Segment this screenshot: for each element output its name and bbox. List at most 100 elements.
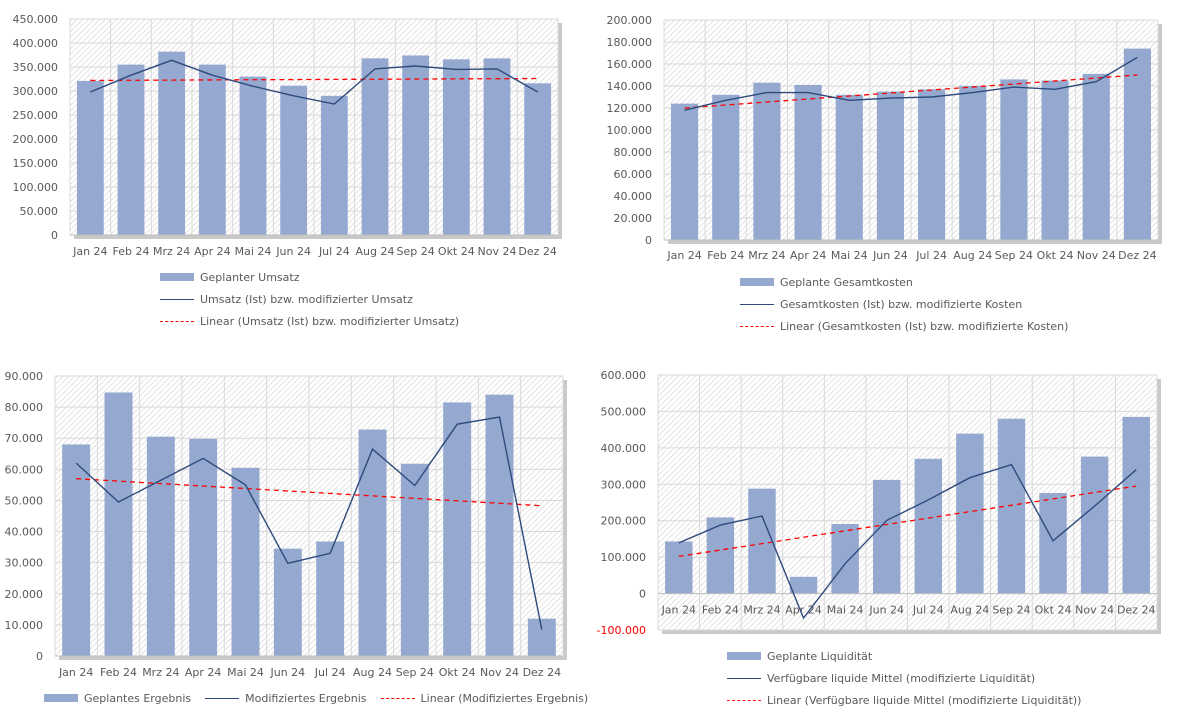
y-tick-label: 50.000 <box>5 494 44 507</box>
y-tick-label: 140.000 <box>607 80 653 93</box>
line-series <box>684 56 1138 111</box>
x-tick-label: Nov 24 <box>480 666 519 679</box>
y-tick-label: 150.000 <box>13 157 59 170</box>
bar-swatch <box>727 652 761 660</box>
y-tick-label: 10.000 <box>5 619 44 632</box>
x-tick-label: Jun 24 <box>269 666 305 679</box>
trend-swatch <box>160 320 194 322</box>
legend-ergebnis: Geplantes Ergebnis Modifiziertes Ergebni… <box>44 687 588 709</box>
bar-okt-24 <box>1039 493 1067 594</box>
legend-item-bar: Geplantes Ergebnis <box>44 687 191 709</box>
y-tick-label: 50.000 <box>20 205 59 218</box>
x-tick-label: Mrz 24 <box>142 666 179 679</box>
x-tick-label: Dez 24 <box>523 666 562 679</box>
x-tick-label: Okt 24 <box>1035 604 1072 617</box>
bar-jan-24 <box>62 444 91 656</box>
bar-jun-24 <box>872 479 901 594</box>
legend-item-line: Verfügbare liquide Mittel (modifizierte … <box>727 667 1081 689</box>
trendline <box>90 77 538 82</box>
bar-dez-24 <box>1123 48 1152 240</box>
x-tick-label: Mai 24 <box>827 604 864 617</box>
bar-jun-24 <box>280 85 308 235</box>
legend-item-bar: Geplanter Umsatz <box>160 266 459 288</box>
y-tick-label: 80.000 <box>5 401 44 414</box>
legend-label: Verfügbare liquide Mittel (modifizierte … <box>767 671 1036 685</box>
bar-nov-24 <box>1082 73 1110 241</box>
y-tick-label: 350.000 <box>13 61 59 74</box>
x-tick-label: Mai 24 <box>227 666 264 679</box>
bar-apr-24 <box>198 64 226 235</box>
bar-okt-24 <box>442 59 470 235</box>
y-tick-label: 300.000 <box>13 85 59 98</box>
x-tick-label: Apr 24 <box>194 245 231 258</box>
bar-sep-24 <box>402 55 430 236</box>
line-series <box>90 59 539 105</box>
legend-label: Gesamtkosten (Ist) bzw. modifizierte Kos… <box>780 297 1023 311</box>
bar-dez-24 <box>524 83 552 235</box>
bar-jan-24 <box>670 103 699 240</box>
legend-label: Geplante Gesamtkosten <box>780 275 913 289</box>
bar-jul-24 <box>320 95 348 235</box>
x-tick-label: Apr 24 <box>185 666 222 679</box>
x-tick-label: Feb 24 <box>100 666 137 679</box>
legend-label: Linear (Gesamtkosten (Ist) bzw. modifizi… <box>780 319 1069 333</box>
bar-apr-24 <box>189 438 218 656</box>
x-tick-label: Feb 24 <box>707 249 744 262</box>
legend-label: Modifiziertes Ergebnis <box>245 691 367 705</box>
x-tick-label: Apr 24 <box>785 604 822 617</box>
x-tick-label: Jul 24 <box>912 604 944 617</box>
y-tick-label: 60.000 <box>614 168 653 181</box>
x-tick-label: Mai 24 <box>831 249 868 262</box>
bar-sep-24 <box>400 463 429 656</box>
x-tick-label: Sep 24 <box>995 249 1033 262</box>
chart-liquiditaet-plot: -100.000 0 100.000 200.000 300.000 400.000 500… <box>597 369 1161 637</box>
x-tick-label: Jun 24 <box>275 245 311 258</box>
bar-mrz-24 <box>748 488 776 594</box>
chart-ergebnis-plot: 0 10.000 20.000 30.000 40.000 50.000 60.000 70.… <box>5 370 567 679</box>
legend-label: Geplante Liquidität <box>767 649 873 663</box>
bar-aug-24 <box>358 429 387 656</box>
x-tick-label: Jan 24 <box>58 666 93 679</box>
x-tick-label: Sep 24 <box>992 604 1030 617</box>
x-tick-label: Okt 24 <box>439 666 476 679</box>
x-tick-label: Apr 24 <box>790 249 827 262</box>
legend-item-line: Umsatz (Ist) bzw. modifizierter Umsatz <box>160 288 459 310</box>
legend-item-bar: Geplante Gesamtkosten <box>740 271 1068 293</box>
legend-label: Geplanter Umsatz <box>200 270 300 284</box>
bar-jul-24 <box>316 541 345 656</box>
line-series <box>678 463 1137 620</box>
legend-label: Linear (Umsatz (Ist) bzw. modifizierter … <box>200 314 460 328</box>
chart-kosten-plot: 0 20.000 40.000 60.000 80.000 100.000 120.000 1… <box>607 14 1162 262</box>
line-series <box>75 416 543 630</box>
chart-liquiditaet: -100.000 0 100.000 200.000 300.000 400.000 500… <box>597 360 1178 650</box>
x-tick-label: Nov 24 <box>1075 604 1114 617</box>
trend-swatch <box>740 325 774 327</box>
x-tick-label: Aug 24 <box>353 666 392 679</box>
legend-item-line: Modifiziertes Ergebnis <box>205 687 367 709</box>
x-tick-label: Dez 24 <box>1118 249 1157 262</box>
y-tick-label: 20.000 <box>614 212 653 225</box>
bar-mrz-24 <box>753 82 781 240</box>
bar-jan-24 <box>76 80 104 235</box>
chart-ergebnis: 0 10.000 20.000 30.000 40.000 50.000 60.000 70.… <box>0 360 580 680</box>
legend-item-bar: Geplante Liquidität <box>727 645 1081 667</box>
y-tick-label: 0 <box>639 588 646 601</box>
bar-aug-24 <box>959 86 987 240</box>
y-tick-label: 0 <box>36 650 43 663</box>
y-tick-label: 30.000 <box>5 557 44 570</box>
x-tick-label: Dez 24 <box>1117 604 1156 617</box>
x-tick-label: Jun 24 <box>868 604 904 617</box>
y-tick-label: 100.000 <box>601 551 647 564</box>
y-tick-label: 120.000 <box>607 102 653 115</box>
trend-swatch <box>727 699 761 701</box>
x-tick-label: Jul 24 <box>318 245 350 258</box>
y-tick-label: 400.000 <box>13 37 59 50</box>
legend-item-trend: Linear (Modifiziertes Ergebnis) <box>380 687 588 709</box>
y-tick-label: 200.000 <box>601 515 647 528</box>
x-tick-label: Dez 24 <box>518 245 557 258</box>
legend-label: Geplantes Ergebnis <box>84 691 192 705</box>
bar-mrz-24 <box>158 51 186 235</box>
bar-jan-24 <box>665 541 693 594</box>
y-tick-label: 40.000 <box>614 190 653 203</box>
bar-dez-24 <box>527 618 556 656</box>
